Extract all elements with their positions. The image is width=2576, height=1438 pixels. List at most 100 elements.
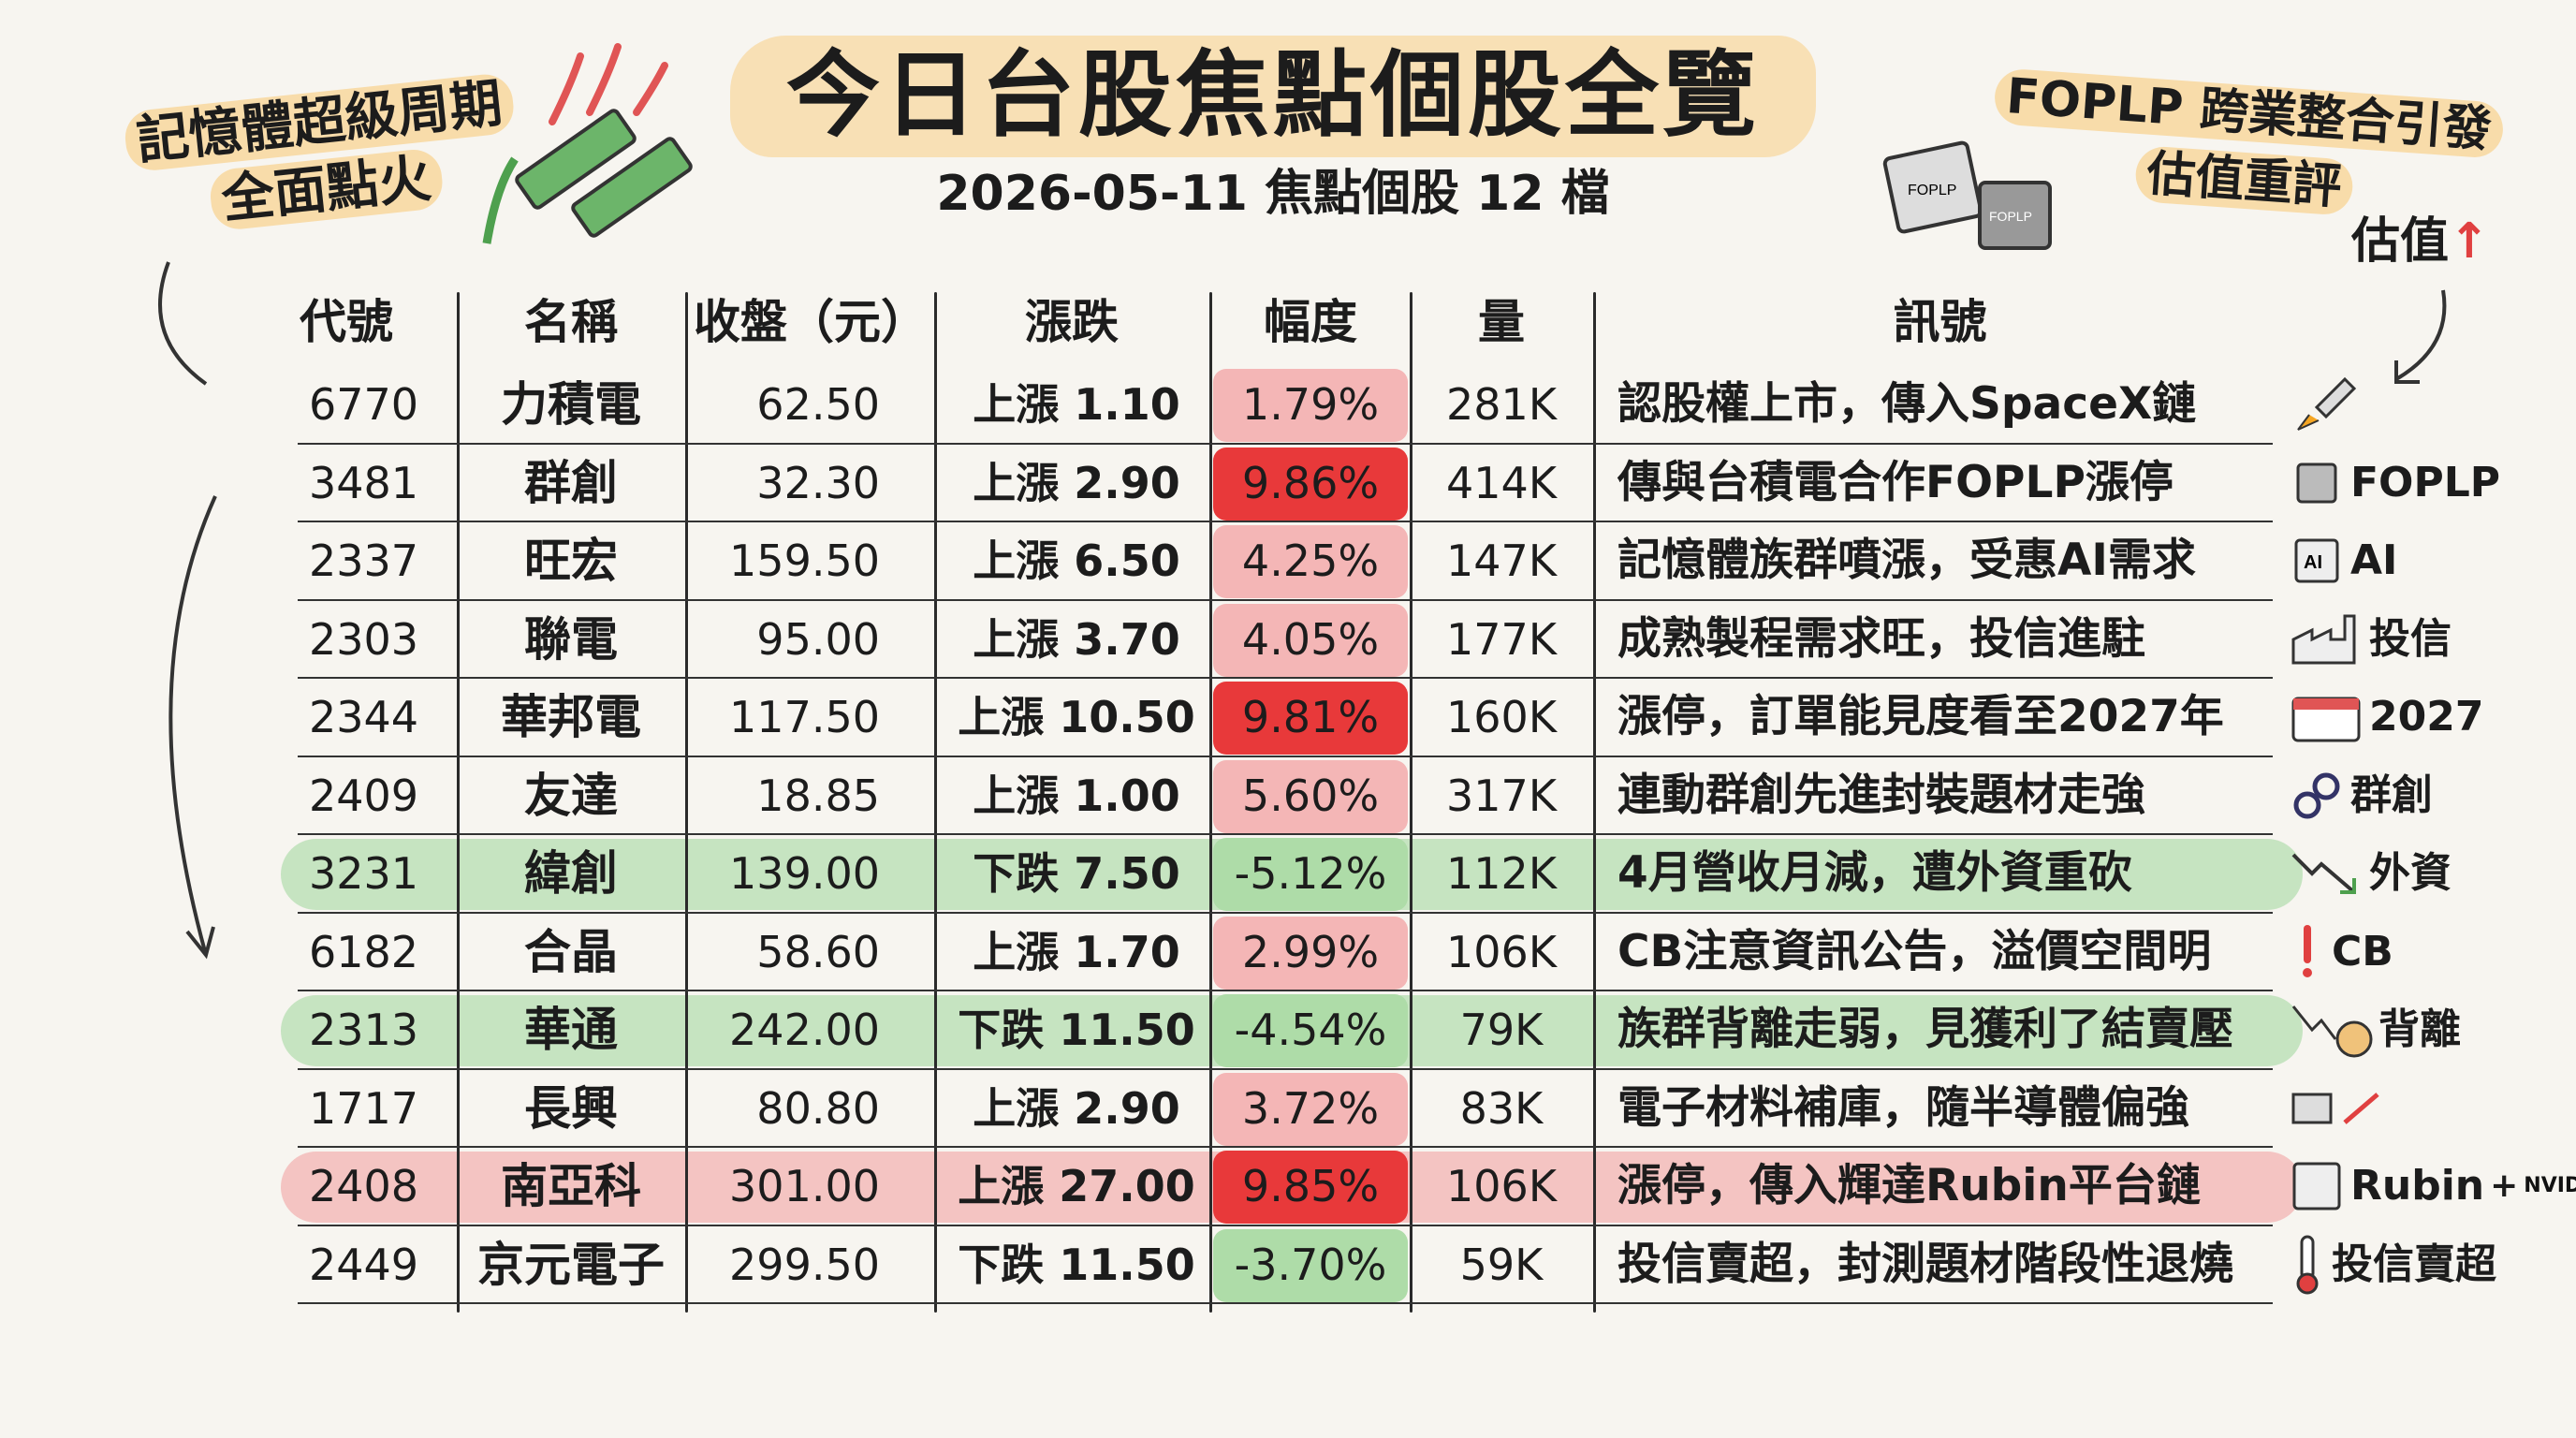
volume: 106K xyxy=(1446,926,1557,977)
note-right-tag: 估值↑ xyxy=(2351,213,2490,270)
close-price: 139.00 xyxy=(729,848,880,899)
signal-text: 族群背離走弱，見獲利了結賣壓 xyxy=(1617,1004,2233,1055)
price-change: 上漲 10.50 xyxy=(958,692,1195,742)
change-percent: 9.86% xyxy=(1241,457,1380,508)
signal-text: 投信賣超，封測題材階段性退燒 xyxy=(1617,1238,2233,1290)
nvidia-logo-text: NVIDIA. xyxy=(2524,1174,2576,1197)
down-trend-icon xyxy=(2289,845,2364,902)
signal-tag: 群創 xyxy=(2289,758,2433,833)
signal-tag: Rubin+NVIDIA. xyxy=(2289,1149,2576,1224)
signal-text: 認股權上市，傳入SpaceX鏈 xyxy=(1617,378,2197,430)
stock-code: 3481 xyxy=(309,457,419,508)
signal-text: 漲停，傳入輝達Rubin平台鏈 xyxy=(1617,1160,2201,1211)
stock-name: 群創 xyxy=(524,455,618,510)
memory-stick-arrows-icon xyxy=(482,43,693,244)
stock-name: 友達 xyxy=(524,768,618,823)
header-change: 漲跌 xyxy=(1025,295,1119,349)
close-price: 32.30 xyxy=(756,457,880,508)
plus-sign: + xyxy=(2490,1167,2519,1205)
row-divider xyxy=(298,1302,2273,1304)
signal-tag-label: 2027 xyxy=(2369,693,2484,741)
link-icon xyxy=(2289,768,2345,824)
price-change: 上漲 2.90 xyxy=(973,457,1180,508)
column-divider xyxy=(1209,292,1212,1313)
ai-chip-icon: AI xyxy=(2289,533,2345,589)
price-change: 上漲 1.00 xyxy=(973,770,1180,821)
signal-text: 電子材料補庫，隨半導體偏強 xyxy=(1617,1081,2189,1134)
signal-tag: 背離 xyxy=(2289,992,2461,1067)
price-change: 上漲 1.10 xyxy=(973,379,1180,430)
change-percent: -5.12% xyxy=(1234,848,1387,899)
stock-code: 6770 xyxy=(309,379,419,430)
pct-highlight xyxy=(1213,682,1408,755)
stock-name: 合晶 xyxy=(524,924,618,979)
pct-highlight xyxy=(1213,759,1408,833)
signal-tag-label: 背離 xyxy=(2378,1005,2461,1053)
change-percent: 9.85% xyxy=(1241,1161,1380,1211)
header-code: 代號 xyxy=(300,295,393,349)
valuation-label: 估值 xyxy=(2351,213,2450,270)
volume: 83K xyxy=(1459,1082,1544,1134)
signal-tag-label: 投信賣超 xyxy=(2332,1240,2496,1288)
pct-highlight xyxy=(1213,916,1408,990)
chip-icon xyxy=(2289,455,2345,511)
price-change: 下跌 7.50 xyxy=(973,848,1180,899)
close-price: 242.00 xyxy=(729,1005,880,1055)
calendar-icon xyxy=(2289,689,2364,745)
note-memory-cycle: 記憶體超級周期 全面點火 xyxy=(107,67,540,245)
row-divider xyxy=(298,1224,2273,1226)
signal-tag: FOPLP xyxy=(2289,446,2500,521)
row-divider xyxy=(298,521,2273,522)
close-price: 301.00 xyxy=(729,1161,880,1211)
stock-name: 力積電 xyxy=(501,377,641,432)
stock-code: 2409 xyxy=(309,770,419,821)
stock-name: 緯創 xyxy=(524,846,618,901)
close-price: 159.50 xyxy=(729,536,880,586)
stock-code: 2408 xyxy=(309,1161,419,1211)
row-divider xyxy=(298,677,2273,679)
signal-text: 傳與台積電合作FOPLP漲停 xyxy=(1617,456,2174,508)
pct-highlight xyxy=(1213,447,1408,521)
close-price: 58.60 xyxy=(756,926,880,977)
right-arrow-icon xyxy=(2394,289,2447,384)
row-divider xyxy=(298,1067,2273,1070)
change-percent: -4.54% xyxy=(1234,1005,1387,1055)
chip-label-a: FOPLP xyxy=(1908,183,1956,198)
volume: 414K xyxy=(1446,457,1557,508)
volume: 281K xyxy=(1446,379,1557,430)
volume: 59K xyxy=(1459,1239,1544,1290)
change-percent: -3.70% xyxy=(1234,1239,1387,1290)
price-change: 上漲 3.70 xyxy=(973,613,1180,665)
change-percent: 9.81% xyxy=(1241,692,1380,742)
signal-tag-label: Rubin xyxy=(2350,1162,2485,1210)
close-price: 62.50 xyxy=(756,379,880,430)
price-change: 上漲 1.70 xyxy=(973,926,1180,977)
close-price: 80.80 xyxy=(756,1082,880,1134)
stock-code: 2337 xyxy=(309,536,419,586)
signal-text: 成熟製程需求旺，投信進駐 xyxy=(1617,612,2145,665)
stock-name: 京元電子 xyxy=(477,1237,665,1292)
change-percent: 3.72% xyxy=(1241,1082,1380,1134)
price-change: 上漲 27.00 xyxy=(958,1161,1195,1211)
stock-code: 2344 xyxy=(309,692,419,742)
material-icon xyxy=(2289,1080,2392,1137)
row-divider xyxy=(298,755,2273,757)
stock-name: 南亞科 xyxy=(501,1159,641,1213)
pct-highlight xyxy=(1213,1151,1408,1224)
thermometer-icon xyxy=(2289,1232,2326,1298)
pct-highlight xyxy=(1213,1228,1408,1302)
close-price: 18.85 xyxy=(756,770,880,821)
signal-tag-label: AI xyxy=(2350,536,2398,584)
signal-tag: 2027 xyxy=(2289,680,2483,755)
signal-tag xyxy=(2289,367,2369,442)
rocket-icon xyxy=(2289,372,2364,437)
signal-text: 4月營收月減，遭外資重砍 xyxy=(1617,847,2132,899)
signal-text: CB注意資訊公告，溢價空間明 xyxy=(1617,925,2212,977)
row-divider xyxy=(298,598,2273,601)
factory-icon xyxy=(2289,611,2364,668)
row-divider xyxy=(298,833,2273,835)
volume: 317K xyxy=(1446,770,1557,821)
stock-code: 3231 xyxy=(309,848,419,899)
page-title: 今日台股焦點個股全覽 xyxy=(786,40,1760,150)
stock-code: 1717 xyxy=(309,1082,419,1134)
